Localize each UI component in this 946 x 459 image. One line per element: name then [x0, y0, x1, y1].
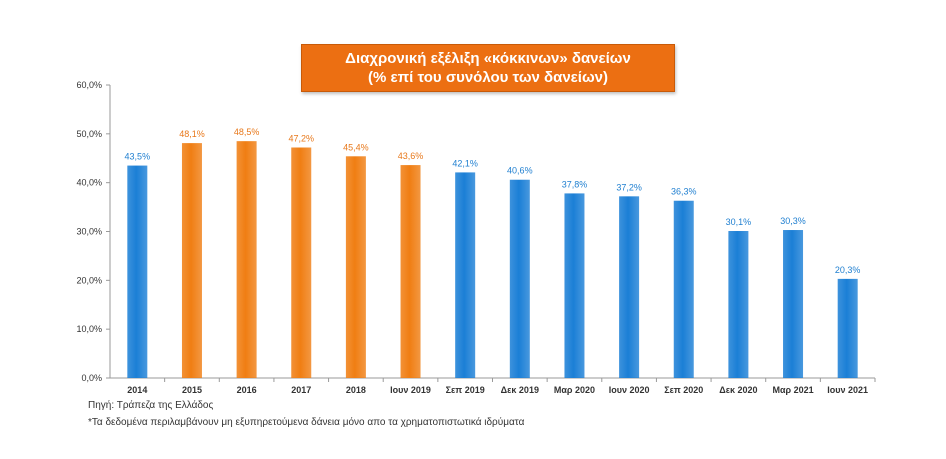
x-tick-label: 2017: [291, 385, 311, 395]
data-label: 47,2%: [288, 134, 314, 144]
x-tick-label: Μαρ 2021: [772, 385, 813, 395]
x-tick-label: Δεκ 2019: [501, 385, 539, 395]
source-note: Πηγή: Τράπεζα της Ελλάδος: [88, 400, 214, 411]
data-label: 42,1%: [452, 158, 478, 168]
bar: [837, 278, 858, 378]
chart-title: Διαχρονική εξέλιξη «κόκκινων» δανείων (%…: [301, 44, 675, 92]
x-tick-label: 2016: [237, 385, 257, 395]
data-label: 43,5%: [125, 152, 151, 162]
data-label: 37,8%: [562, 179, 588, 189]
data-label: 30,1%: [726, 217, 752, 227]
bar: [509, 179, 530, 378]
x-tick-label: Ιουν 2019: [390, 385, 431, 395]
x-tick-label: 2018: [346, 385, 366, 395]
x-tick-label: Ιουν 2021: [827, 385, 868, 395]
data-footnote: *Τα δεδομένα περιλαμβάνουν μη εξυπηρετού…: [88, 417, 525, 428]
bar: [345, 156, 366, 378]
data-label: 30,3%: [780, 216, 806, 226]
chart-title-line1: Διαχρονική εξέλιξη «κόκκινων» δανείων: [345, 50, 631, 67]
data-label: 37,2%: [616, 182, 642, 192]
bar: [181, 143, 202, 378]
y-tick-label: 10,0%: [76, 324, 102, 334]
x-tick-label: Δεκ 2020: [719, 385, 757, 395]
bar: [728, 231, 749, 378]
y-tick-label: 30,0%: [76, 227, 102, 237]
bar: [564, 193, 585, 378]
x-tick-label: Σεπ 2020: [664, 385, 703, 395]
y-tick-label: 40,0%: [76, 178, 102, 188]
bar: [619, 196, 640, 378]
bar: [400, 165, 421, 378]
bar: [236, 141, 257, 378]
bar: [673, 200, 694, 378]
bar: [783, 230, 804, 378]
y-tick-label: 50,0%: [76, 129, 102, 139]
y-tick-label: 0,0%: [81, 373, 102, 383]
chart-title-line2: (% επί του συνόλου των δανείων): [368, 69, 608, 86]
data-label: 40,6%: [507, 166, 533, 176]
data-label: 48,1%: [179, 129, 205, 139]
data-label: 36,3%: [671, 187, 697, 197]
bar: [291, 147, 312, 378]
x-tick-label: Ιουν 2020: [609, 385, 650, 395]
bar: [455, 172, 476, 378]
x-tick-label: 2015: [182, 385, 202, 395]
bar: [127, 165, 148, 378]
x-tick-label: Μαρ 2020: [554, 385, 595, 395]
data-label: 43,6%: [398, 151, 424, 161]
data-label: 45,4%: [343, 142, 369, 152]
data-label: 48,5%: [234, 127, 260, 137]
data-label: 20,3%: [835, 265, 861, 275]
x-tick-label: Σεπ 2019: [446, 385, 485, 395]
y-tick-label: 60,0%: [76, 80, 102, 90]
bar-chart: 0,0% 10,0% 20,0% 30,0% 40,0% 50,0% 60,0% 43,5% 2…: [76, 80, 876, 395]
x-tick-label: 2014: [127, 385, 147, 395]
y-tick-label: 20,0%: [76, 275, 102, 285]
